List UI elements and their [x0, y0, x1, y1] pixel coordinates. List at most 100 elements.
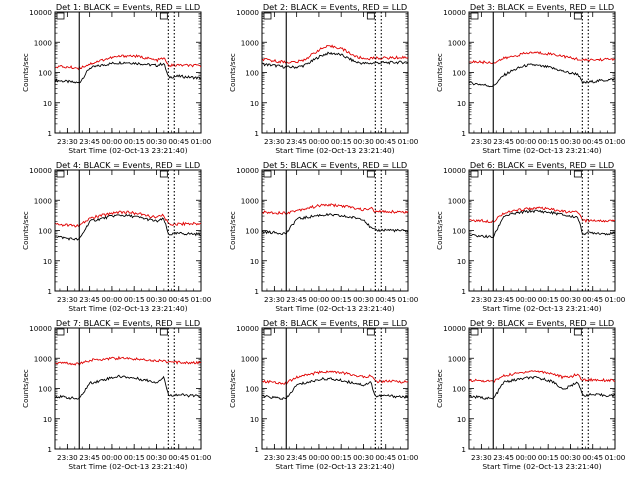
x-tick-label: 01:00	[191, 295, 212, 304]
corner-box-left	[263, 170, 272, 178]
x-axis-label: Start Time (02-Oct-13 23:21:40)	[275, 462, 394, 471]
x-tick-label: 00:15	[124, 453, 145, 462]
corner-box-right	[366, 328, 375, 336]
x-tick-label: 00:30	[353, 453, 374, 462]
corner-box-right	[159, 12, 168, 20]
x-tick-label: 01:00	[605, 295, 626, 304]
x-tick-label: 00:00	[516, 295, 537, 304]
x-tick-label: 23:30	[264, 453, 285, 462]
x-axis-label: Start Time (02-Oct-13 23:21:40)	[68, 304, 187, 313]
y-tick-label: 100	[452, 227, 466, 236]
y-tick-label: 10000	[29, 324, 52, 333]
corner-box-left	[56, 328, 65, 336]
x-tick-label: 23:30	[57, 295, 78, 304]
plot-frame	[261, 327, 409, 450]
x-axis-label: Start Time (02-Oct-13 23:21:40)	[482, 304, 601, 313]
y-tick-label: 100	[38, 227, 52, 236]
corner-box-right	[366, 170, 375, 178]
corner-box-left	[56, 170, 65, 178]
x-tick-label: 23:30	[264, 295, 285, 304]
subplot-det-7: Det 7: BLACK = Events, RED = LLD 1 10 100 10…	[22, 318, 212, 471]
x-tick-label: 00:30	[146, 453, 167, 462]
x-tick-label: 23:30	[57, 137, 78, 146]
subplot-det-5: Det 5: BLACK = Events, RED = LLD 1 10 100 10…	[229, 160, 419, 313]
chart-title: Det 5: BLACK = Events, RED = LLD	[263, 160, 407, 170]
y-tick-label: 1	[254, 445, 259, 454]
y-axis-label: Counts/sec	[229, 53, 237, 92]
x-tick-label: 23:45	[286, 137, 307, 146]
corner-box-right	[159, 328, 168, 336]
x-axis-label: Start Time (02-Oct-13 23:21:40)	[482, 462, 601, 471]
plot-frame	[54, 327, 202, 450]
plot-frame	[468, 327, 616, 450]
corner-box-left	[56, 12, 65, 20]
x-axis-label: Start Time (02-Oct-13 23:21:40)	[68, 146, 187, 155]
series-lld-line	[469, 50, 615, 65]
x-axis-label: Start Time (02-Oct-13 23:21:40)	[275, 304, 394, 313]
corner-box-right	[573, 12, 582, 20]
chart-title: Det 4: BLACK = Events, RED = LLD	[56, 160, 200, 170]
y-tick-label: 1000	[241, 196, 260, 205]
chart-title: Det 6: BLACK = Events, RED = LLD	[470, 160, 614, 170]
x-tick-label: 00:00	[309, 295, 330, 304]
x-tick-label: 23:30	[471, 295, 492, 304]
y-tick-label: 1000	[448, 38, 467, 47]
x-tick-label: 00:15	[124, 295, 145, 304]
subplot-det-1: Det 1: BLACK = Events, RED = LLD 1 10 100 10…	[22, 2, 212, 155]
x-tick-label: 00:00	[102, 137, 123, 146]
x-tick-label: 00:45	[168, 137, 189, 146]
series-lld-line	[55, 355, 201, 366]
x-tick-label: 00:15	[331, 137, 352, 146]
y-tick-label: 10	[457, 257, 467, 266]
x-tick-label: 00:00	[516, 137, 537, 146]
y-tick-label: 1000	[241, 38, 260, 47]
x-tick-label: 00:30	[353, 295, 374, 304]
y-axis-label: Counts/sec	[22, 369, 30, 408]
x-tick-label: 00:15	[124, 137, 145, 146]
corner-box-left	[470, 170, 479, 178]
y-axis-label: Counts/sec	[22, 53, 30, 92]
y-axis-label: Counts/sec	[436, 53, 444, 92]
x-tick-label: 01:00	[398, 137, 419, 146]
x-tick-label: 00:00	[309, 453, 330, 462]
y-axis-label: Counts/sec	[22, 211, 30, 250]
chart-title: Det 3: BLACK = Events, RED = LLD	[470, 2, 614, 12]
x-tick-label: 00:30	[146, 137, 167, 146]
x-tick-label: 23:45	[79, 137, 100, 146]
x-tick-label: 01:00	[191, 453, 212, 462]
y-tick-label: 10	[43, 99, 53, 108]
series-lld-line	[469, 370, 615, 383]
y-tick-label: 1000	[34, 196, 53, 205]
x-tick-label: 00:15	[538, 453, 559, 462]
series-lld-line	[55, 54, 201, 71]
corner-box-right	[573, 170, 582, 178]
x-tick-label: 00:15	[538, 295, 559, 304]
y-tick-label: 10000	[443, 166, 466, 175]
y-tick-label: 10000	[443, 8, 466, 17]
x-tick-label: 00:30	[560, 453, 581, 462]
y-tick-label: 1000	[34, 354, 53, 363]
y-tick-label: 10000	[236, 324, 259, 333]
plot-frame	[468, 169, 616, 292]
y-tick-label: 10	[43, 257, 53, 266]
x-tick-label: 00:45	[375, 137, 396, 146]
y-tick-label: 10000	[443, 324, 466, 333]
x-tick-label: 00:15	[331, 453, 352, 462]
series-events-line	[55, 374, 201, 400]
x-tick-label: 23:45	[79, 453, 100, 462]
series-events-line	[262, 212, 408, 236]
x-tick-label: 23:45	[286, 295, 307, 304]
x-tick-label: 00:45	[375, 453, 396, 462]
corner-box-left	[470, 12, 479, 20]
x-tick-label: 00:00	[102, 453, 123, 462]
x-tick-label: 00:45	[582, 453, 603, 462]
subplot-det-6: Det 6: BLACK = Events, RED = LLD 1 10 100 10…	[436, 160, 626, 313]
series-events-line	[55, 213, 201, 241]
x-tick-label: 00:15	[538, 137, 559, 146]
x-tick-label: 00:00	[102, 295, 123, 304]
y-tick-label: 1	[254, 129, 259, 138]
corner-box-right	[159, 170, 168, 178]
corner-box-left	[263, 12, 272, 20]
subplot-det-2: Det 2: BLACK = Events, RED = LLD 1 10 100 10…	[229, 2, 419, 155]
plot-frame	[54, 169, 202, 292]
